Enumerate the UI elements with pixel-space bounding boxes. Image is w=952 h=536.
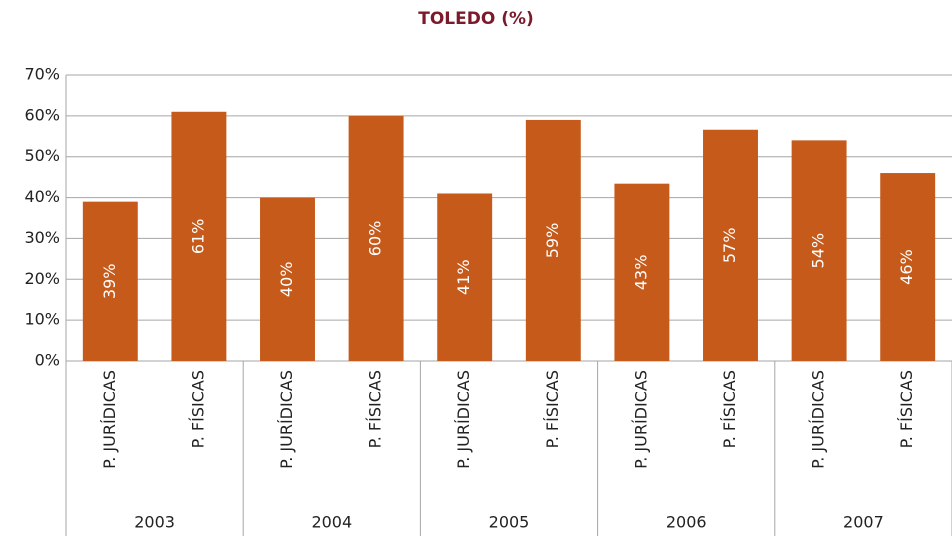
group-label: 2006 xyxy=(666,513,707,532)
value-label: 60% xyxy=(366,221,385,257)
value-label: 41% xyxy=(454,259,473,295)
y-tick-label: 40% xyxy=(24,187,60,206)
bar xyxy=(791,140,847,361)
bar xyxy=(171,111,227,362)
chart-title: TOLEDO (%) xyxy=(418,9,534,29)
x-tick-label: P. FÍSICAS xyxy=(366,370,385,448)
bar xyxy=(437,193,493,361)
value-label: 54% xyxy=(809,233,828,269)
y-tick-label: 60% xyxy=(24,105,60,124)
value-label: 59% xyxy=(543,223,562,259)
bar xyxy=(348,115,404,361)
value-label: 40% xyxy=(277,262,296,298)
y-tick-label: 30% xyxy=(24,228,60,247)
x-tick-label: P. JURÍDICAS xyxy=(277,370,296,469)
value-label: 39% xyxy=(100,264,119,300)
x-tick-label: P. FÍSICAS xyxy=(543,370,562,448)
x-tick-label: P. FÍSICAS xyxy=(897,370,916,448)
x-tick-label: P. FÍSICAS xyxy=(188,370,207,448)
bar xyxy=(703,129,758,361)
bar xyxy=(614,183,670,361)
y-tick-label: 10% xyxy=(24,310,60,329)
y-tick-label: 70% xyxy=(24,65,60,84)
group-label: 2007 xyxy=(843,513,884,532)
value-label: 46% xyxy=(897,249,916,285)
bar xyxy=(260,197,315,361)
value-label: 43% xyxy=(631,255,650,291)
y-tick-label: 0% xyxy=(35,351,60,370)
y-tick-label: 50% xyxy=(24,146,60,165)
x-tick-label: P. JURÍDICAS xyxy=(809,370,828,469)
group-label: 2003 xyxy=(134,513,175,532)
bar xyxy=(525,119,581,361)
value-label: 61% xyxy=(188,219,207,255)
bar xyxy=(880,173,936,361)
bar xyxy=(82,201,138,361)
x-tick-label: P. JURÍDICAS xyxy=(100,370,119,469)
y-tick-label: 20% xyxy=(24,269,60,288)
x-tick-label: P. FÍSICAS xyxy=(720,370,739,448)
group-label: 2004 xyxy=(311,513,352,532)
x-tick-label: P. JURÍDICAS xyxy=(454,370,473,469)
value-label: 57% xyxy=(720,228,739,264)
group-label: 2005 xyxy=(489,513,530,532)
x-tick-label: P. JURÍDICAS xyxy=(631,370,650,469)
